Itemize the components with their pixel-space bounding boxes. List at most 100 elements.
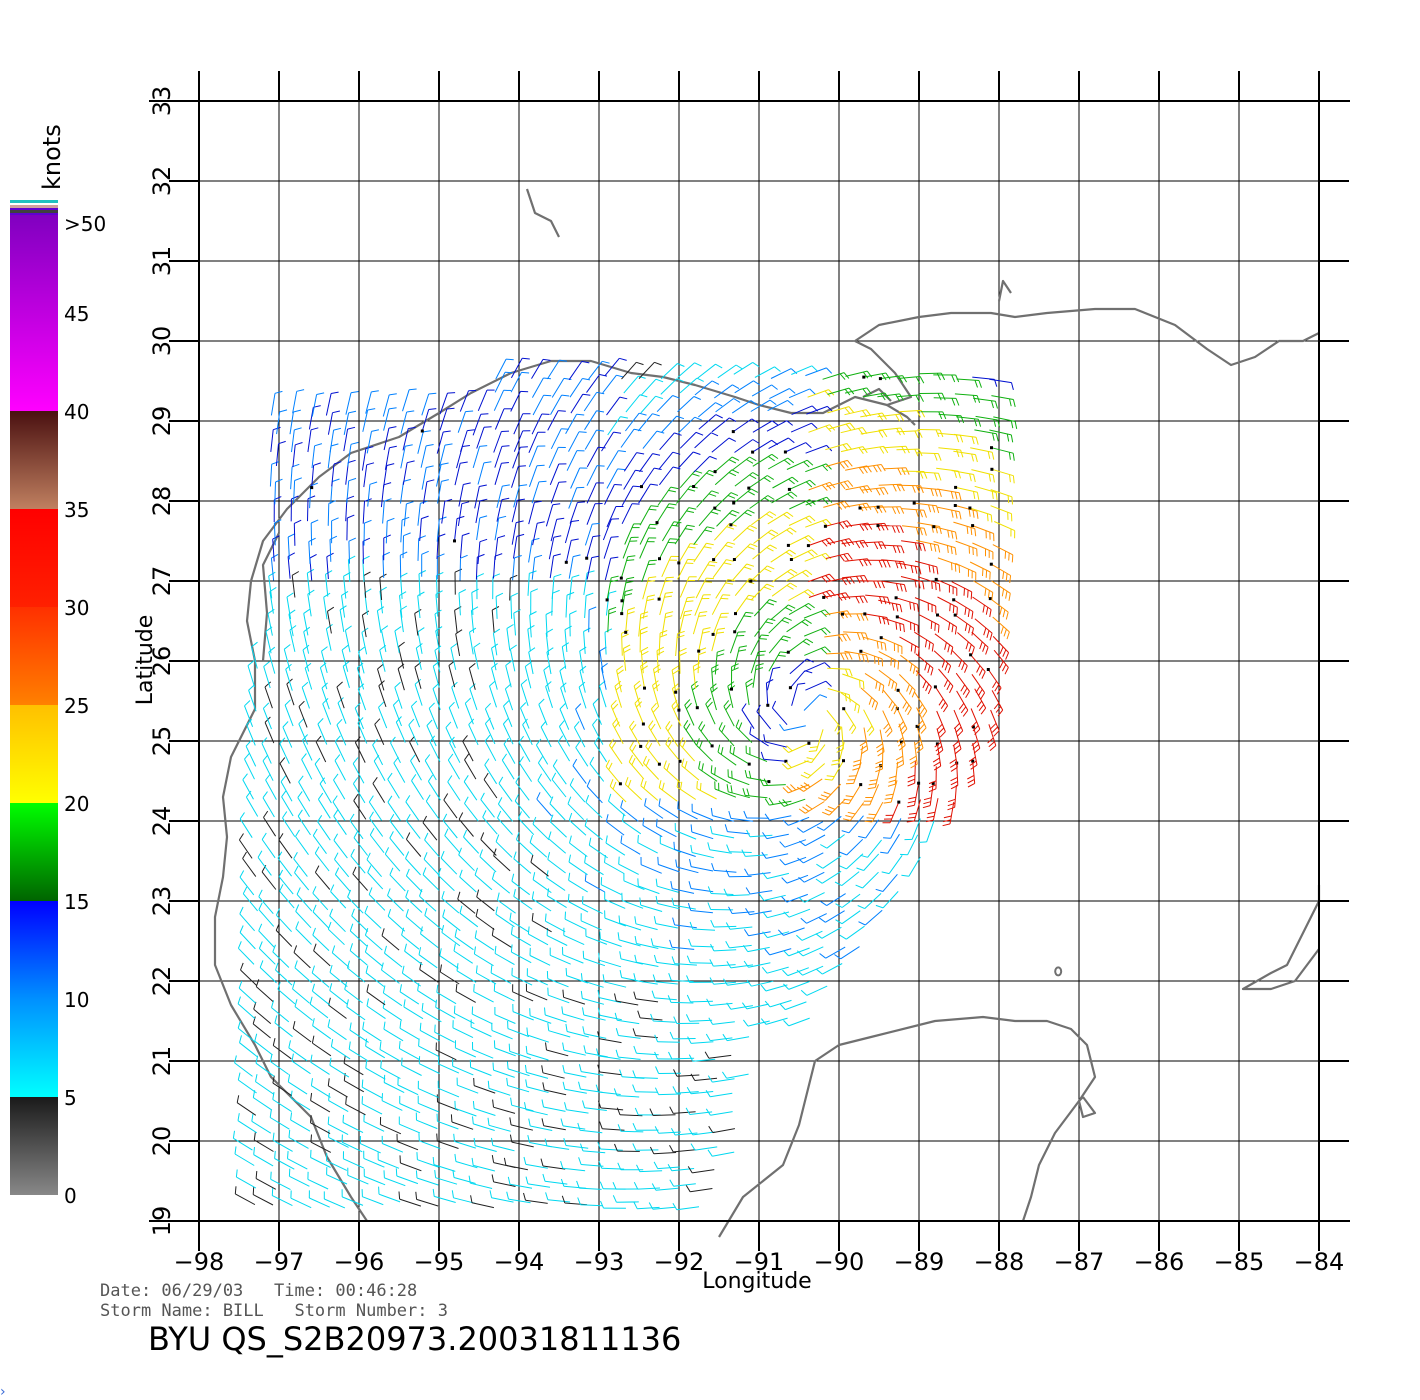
wind-barb [546, 870, 566, 891]
wind-barb [698, 721, 714, 748]
barb-feather [422, 815, 428, 823]
barb-feather [654, 1126, 660, 1134]
wind-barb [542, 1082, 567, 1096]
barb-feather [954, 547, 957, 556]
barb-feather [950, 491, 954, 499]
barb-feather [289, 625, 297, 631]
wind-barb [710, 765, 732, 785]
barb-shaft [405, 896, 423, 913]
us-gulf-coast [213, 307, 1320, 1222]
barb-feather [956, 607, 958, 615]
wind-barb [679, 647, 687, 674]
wind-barb [658, 630, 668, 656]
barb-feather [345, 625, 352, 631]
barb-shaft [653, 1152, 677, 1155]
barb-feather [482, 810, 487, 818]
wind-barb [582, 1100, 607, 1111]
barb-feather [790, 568, 798, 574]
barb-shaft [599, 650, 604, 674]
rain-flag [933, 685, 937, 689]
barb-feather [923, 801, 931, 805]
wind-barb [900, 576, 925, 590]
rain-flag [749, 579, 753, 583]
barb-feather [377, 606, 385, 612]
barb-feather [845, 815, 853, 818]
barb-feather [950, 647, 954, 655]
barb-feather [803, 461, 810, 468]
barb-feather [907, 778, 915, 783]
barb-shaft [400, 446, 406, 469]
colorbar-label: 0 [64, 1184, 77, 1208]
barb-feather [785, 761, 792, 768]
barb-feather [321, 646, 328, 652]
wind-barb [690, 844, 714, 859]
wind-barb [655, 1066, 682, 1074]
barb-shaft [346, 1006, 366, 1021]
barb-shaft [733, 647, 740, 670]
barb-shaft [382, 501, 385, 524]
barb-shaft [748, 475, 768, 489]
barb-feather [858, 559, 864, 567]
barb-feather [935, 745, 943, 752]
barb-shaft [605, 766, 621, 785]
barb-shaft [311, 465, 315, 488]
barb-shaft [360, 1143, 381, 1154]
barb-feather [893, 707, 898, 715]
barb-shaft [713, 964, 736, 967]
wind-barb [582, 896, 603, 915]
barb-shaft [440, 971, 460, 985]
barb-shaft [871, 801, 884, 823]
barb-shaft [399, 595, 403, 618]
wind-barb [383, 1021, 404, 1042]
barb-feather [444, 443, 453, 446]
wind-barb [667, 995, 694, 1004]
wind-barb [726, 961, 754, 969]
barb-feather [479, 849, 483, 857]
barb-shaft [584, 523, 593, 546]
barb-feather [990, 514, 993, 523]
barb-feather [806, 638, 814, 644]
barb-shaft [583, 1014, 606, 1021]
wind-barb [401, 1057, 422, 1076]
barb-feather [972, 725, 979, 732]
barb-feather [912, 666, 916, 674]
wind-barb [383, 1170, 406, 1187]
wind-barb [707, 1149, 735, 1157]
barb-feather [672, 683, 679, 689]
wind-barb [510, 1097, 534, 1112]
cozumel-island [1077, 1096, 1097, 1119]
barb-shaft [705, 703, 716, 725]
barb-feather [964, 665, 968, 673]
wind-barb [655, 878, 679, 893]
barb-feather [624, 777, 629, 785]
wind-barb [410, 754, 422, 781]
wind-barb [312, 886, 329, 911]
barb-feather [709, 561, 718, 564]
wind-barb [705, 1033, 733, 1042]
wind-barb [437, 867, 455, 892]
barb-feather [958, 492, 962, 501]
rain-flag [677, 561, 681, 565]
wind-barb [302, 644, 310, 672]
barb-shaft [372, 783, 386, 803]
barb-shaft [520, 707, 530, 729]
barb-shaft [343, 1158, 365, 1169]
barb-feather [647, 594, 656, 598]
barb-feather [859, 524, 865, 531]
barb-shaft [422, 822, 438, 841]
wind-barb [577, 1122, 603, 1134]
barb-shaft [268, 651, 276, 674]
barb-feather [980, 692, 986, 700]
barb-shaft [586, 465, 598, 486]
wind-barb [529, 835, 548, 858]
barb-feather [510, 592, 519, 597]
wind-barb [882, 800, 901, 824]
barb-feather [782, 799, 789, 806]
barb-feather [272, 944, 276, 953]
barb-feather [898, 721, 904, 728]
wind-barb [820, 834, 845, 849]
wind-barb [577, 1197, 603, 1207]
barb-shaft [636, 961, 659, 967]
barb-feather [777, 929, 784, 936]
barb-feather [804, 591, 811, 597]
